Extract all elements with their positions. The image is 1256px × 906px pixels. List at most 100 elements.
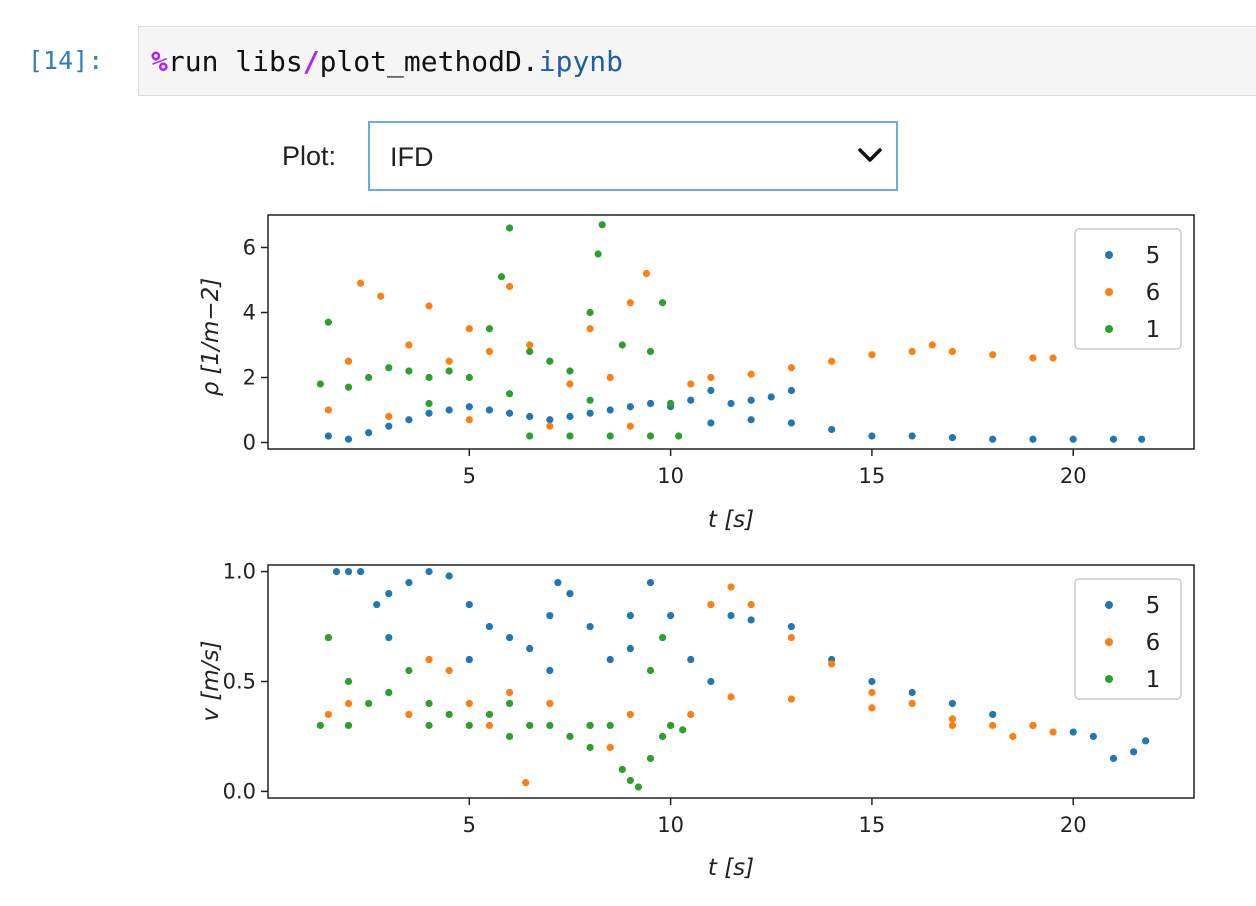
data-point xyxy=(828,425,836,434)
data-point xyxy=(634,783,643,791)
legend-marker xyxy=(1105,325,1113,333)
data-point xyxy=(586,721,594,730)
data-point xyxy=(1049,354,1057,362)
code-line[interactable]: %run libs/plot_methodD.ipynb xyxy=(151,45,623,78)
data-point xyxy=(747,600,755,609)
data-point xyxy=(505,409,514,417)
data-point xyxy=(505,688,514,697)
data-point xyxy=(667,399,675,408)
data-point xyxy=(425,302,433,310)
data-point xyxy=(425,409,433,417)
x-tick-label: 5 xyxy=(463,813,476,837)
x-tick-label: 15 xyxy=(859,813,886,837)
data-point xyxy=(1069,728,1077,736)
data-point xyxy=(445,357,453,365)
data-point xyxy=(485,325,494,333)
data-point xyxy=(606,721,614,730)
data-point xyxy=(948,721,957,730)
data-point xyxy=(707,419,715,427)
data-point xyxy=(546,699,554,708)
data-point xyxy=(948,699,957,708)
data-point xyxy=(868,688,876,697)
data-point xyxy=(679,726,687,734)
y-axis-label: ρ [1/m−2] xyxy=(198,278,224,397)
series-1 xyxy=(316,221,683,440)
plot-label: Plot: xyxy=(282,141,337,171)
data-point xyxy=(586,396,594,404)
data-point xyxy=(667,721,675,730)
x-axis-label: t [s] xyxy=(708,507,754,533)
data-point xyxy=(324,710,332,719)
data-point xyxy=(707,373,715,382)
data-point xyxy=(505,732,514,741)
data-point xyxy=(606,432,614,440)
legend-marker xyxy=(1105,638,1113,646)
data-point xyxy=(598,221,606,229)
y-tick-label: 0.5 xyxy=(223,670,256,694)
data-point xyxy=(989,710,997,719)
series-5 xyxy=(324,386,1146,443)
data-point xyxy=(465,721,473,730)
data-point xyxy=(526,721,534,730)
data-point xyxy=(546,422,554,430)
data-point xyxy=(485,622,494,631)
data-point xyxy=(948,434,957,442)
chevron-down-icon[interactable] xyxy=(856,144,884,166)
data-point xyxy=(344,383,353,391)
data-point xyxy=(868,351,876,359)
data-point xyxy=(707,386,715,395)
data-point xyxy=(727,693,735,701)
data-point xyxy=(586,325,594,333)
data-point xyxy=(646,399,655,408)
data-point xyxy=(908,699,916,708)
data-point xyxy=(324,633,332,642)
data-point xyxy=(646,754,655,763)
data-point xyxy=(626,611,634,620)
code-text-file: plot_methodD. xyxy=(319,45,539,78)
data-point xyxy=(526,644,534,653)
plot-select-dropdown[interactable]: IFD xyxy=(368,121,898,191)
data-point xyxy=(586,743,594,752)
code-slash: / xyxy=(302,45,320,78)
data-point xyxy=(1109,754,1118,763)
data-point xyxy=(586,622,594,631)
data-point xyxy=(445,710,453,719)
legend-marker xyxy=(1105,288,1113,296)
data-point xyxy=(332,567,341,576)
data-point xyxy=(522,779,530,787)
legend-label: 1 xyxy=(1146,667,1161,693)
data-point xyxy=(497,273,506,281)
data-point xyxy=(908,688,916,697)
y-tick-label: 2 xyxy=(243,366,256,390)
legend-marker xyxy=(1105,251,1113,259)
data-point xyxy=(767,393,775,401)
data-point xyxy=(546,666,554,675)
data-point xyxy=(687,710,695,719)
legend-box xyxy=(1074,578,1182,700)
data-point xyxy=(606,373,614,382)
data-point xyxy=(425,699,433,708)
data-point xyxy=(687,380,695,388)
data-point xyxy=(445,367,453,375)
data-point xyxy=(747,416,755,424)
data-point xyxy=(626,422,634,430)
data-point xyxy=(377,292,385,300)
code-cell[interactable]: %run libs/plot_methodD.ipynb xyxy=(138,26,1256,96)
y-tick-label: 1.0 xyxy=(223,560,256,584)
data-point xyxy=(566,589,574,598)
data-point xyxy=(908,347,916,356)
data-point xyxy=(485,710,494,719)
data-point xyxy=(727,583,735,591)
data-point xyxy=(989,351,997,359)
data-point xyxy=(658,732,667,741)
data-point xyxy=(626,644,634,653)
data-point xyxy=(465,699,473,708)
data-point xyxy=(405,416,413,424)
data-point xyxy=(385,364,393,372)
legend-label: 1 xyxy=(1146,317,1161,343)
data-point xyxy=(787,364,795,372)
data-point xyxy=(465,403,473,411)
data-point xyxy=(586,409,594,417)
data-point xyxy=(618,341,626,349)
data-point xyxy=(546,611,554,620)
